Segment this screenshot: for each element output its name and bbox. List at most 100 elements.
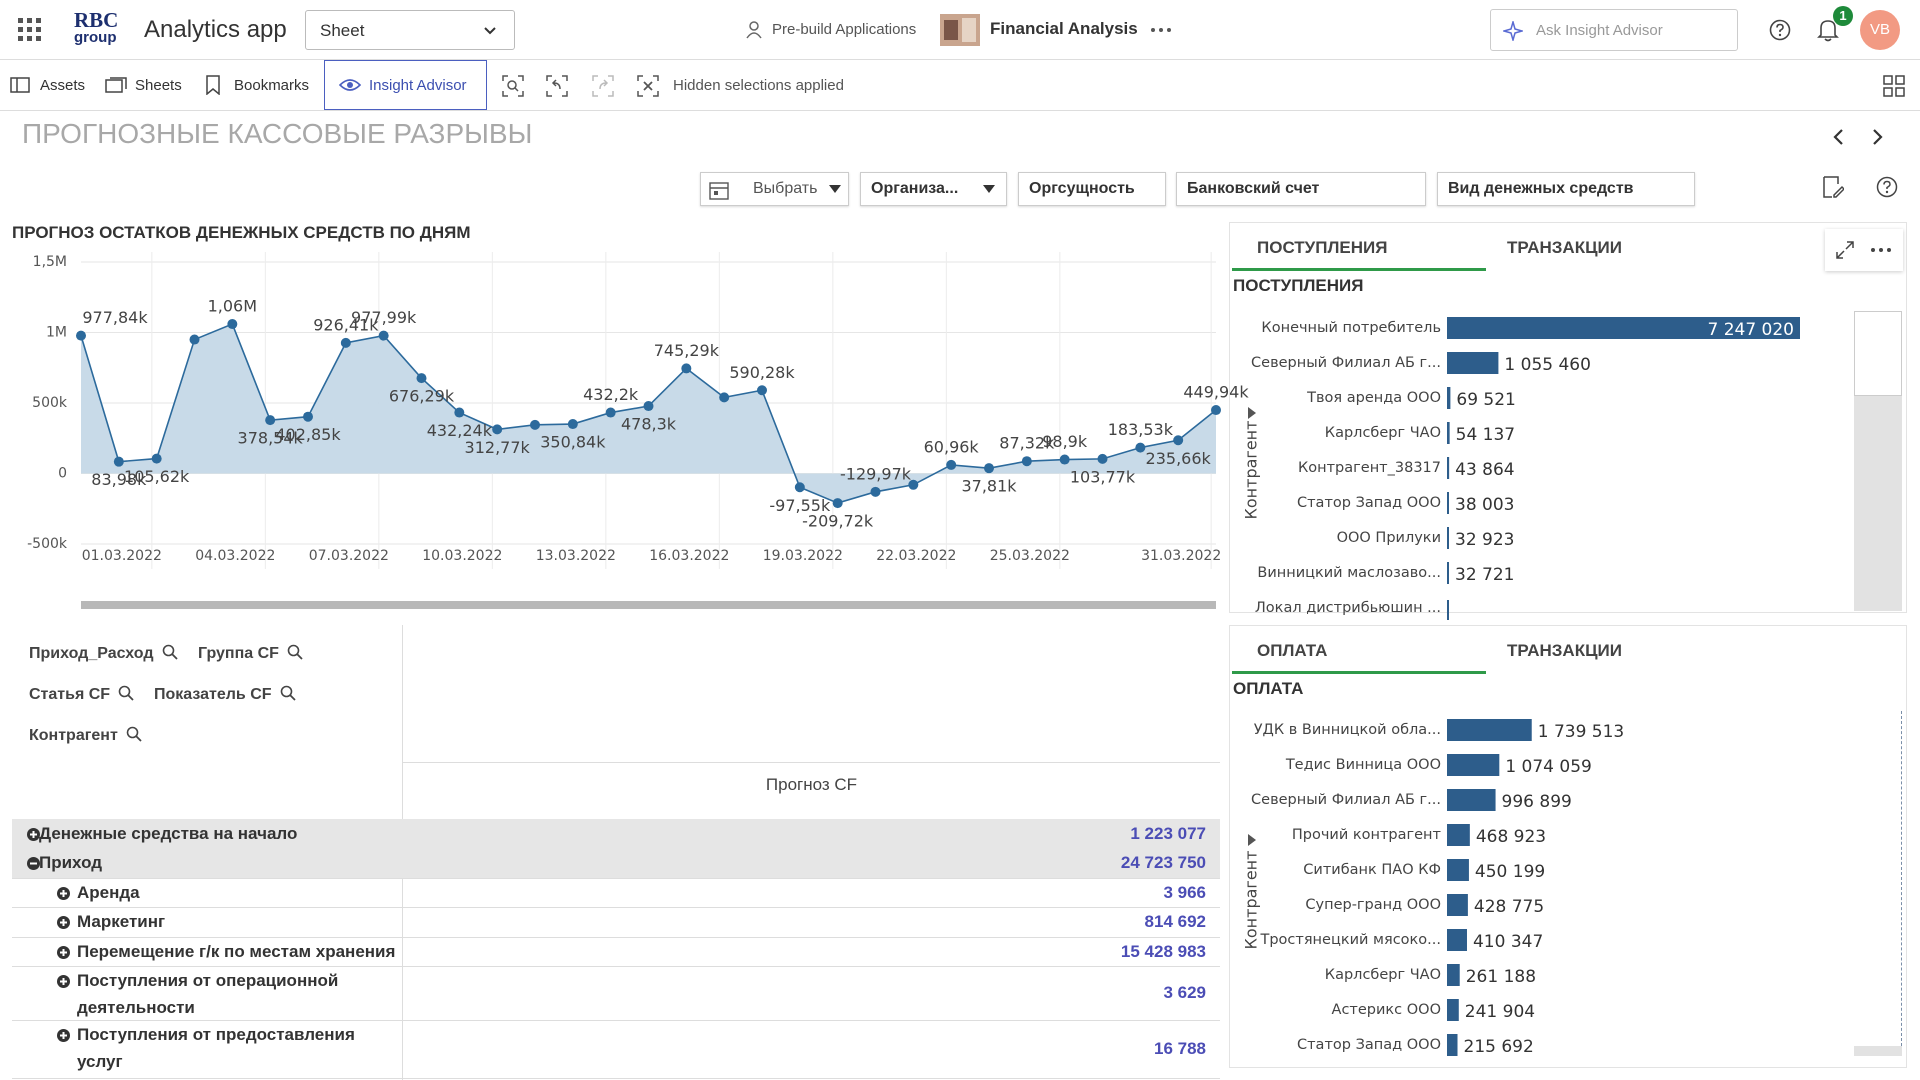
point	[606, 408, 616, 418]
bar	[1447, 719, 1532, 741]
category-label: Статор Запад ООО	[1297, 495, 1441, 511]
point	[341, 338, 351, 348]
point	[568, 419, 578, 429]
data-label: 38 003	[1455, 495, 1514, 515]
category-label: Прочий контрагент	[1292, 827, 1442, 843]
point	[76, 331, 86, 341]
table-row: Маркетинг 814 692	[12, 907, 1220, 938]
category-label: УДК в Винницкой обла...	[1254, 722, 1441, 738]
row-value: 1 223 077	[1130, 824, 1206, 844]
data-label: 350,84k	[540, 433, 606, 452]
expand-icon[interactable]	[57, 1029, 70, 1042]
point	[795, 482, 805, 492]
search-icon	[162, 644, 178, 660]
bar	[1447, 492, 1449, 514]
expand-icon[interactable]	[57, 916, 70, 929]
search-icon	[126, 726, 142, 742]
y-tick-label: -500k	[27, 536, 68, 552]
point	[1022, 456, 1032, 466]
row-value: 15 428 983	[1121, 942, 1206, 962]
field-chip[interactable]: Приход_Расход	[29, 644, 178, 663]
data-label: 37,81k	[961, 477, 1017, 496]
data-label: 428 775	[1474, 897, 1544, 917]
y-tick-label: 1,5M	[33, 254, 67, 270]
point	[454, 408, 464, 418]
expand-icon[interactable]	[57, 946, 70, 959]
point	[190, 335, 200, 345]
bar	[1447, 527, 1449, 549]
bar	[1447, 1034, 1458, 1056]
table-row: Приход24 723 750	[12, 848, 1220, 879]
y-tick-label: 500k	[32, 395, 68, 411]
bar	[1447, 859, 1469, 881]
field-label: Показатель CF	[154, 686, 272, 703]
data-label: 60,96k	[924, 437, 980, 456]
category-label: Статор Запад ООО	[1297, 1037, 1441, 1053]
bar	[1447, 999, 1459, 1021]
bar	[1447, 352, 1498, 374]
data-label: 977,84k	[82, 308, 148, 327]
point	[719, 392, 729, 402]
row-label: Маркетинг	[77, 908, 397, 935]
point	[644, 401, 654, 411]
row-value: 814 692	[1145, 912, 1206, 932]
data-label: 98,9k	[1042, 432, 1088, 451]
category-label: ООО Прилуки	[1337, 530, 1441, 546]
row-label: Поступления от операционной деятельности	[77, 967, 397, 1021]
row-label: Перемещение г/к по местам хранения	[77, 938, 397, 965]
field-chip[interactable]: Группа CF	[198, 644, 303, 663]
bar	[1447, 894, 1468, 916]
data-label: 69 521	[1456, 390, 1515, 410]
data-label: 450 199	[1475, 862, 1545, 882]
x-tick-label: 19.03.2022	[763, 548, 843, 564]
bar	[1447, 457, 1449, 479]
data-label: 977,99k	[351, 308, 417, 327]
category-label: Карлсберг ЧАО	[1325, 967, 1441, 983]
field-chip[interactable]: Показатель CF	[154, 685, 296, 704]
data-label: 43 864	[1455, 460, 1514, 480]
point	[681, 363, 691, 373]
x-tick-label: 01.03.2022	[82, 548, 162, 564]
point	[1060, 455, 1070, 465]
data-label: 103,77k	[1070, 467, 1136, 486]
data-label: 468 923	[1476, 827, 1546, 847]
axis-arrow	[1248, 834, 1256, 846]
data-label: 449,94k	[1183, 383, 1249, 402]
bar	[1447, 754, 1499, 776]
category-label: Тростянецкий мясоко...	[1259, 932, 1441, 948]
y-tick-label: 1M	[46, 325, 67, 341]
field-chip[interactable]: Статья CF	[29, 685, 134, 704]
point	[908, 480, 918, 490]
category-label: Супер-гранд ООО	[1305, 897, 1441, 913]
point	[152, 454, 162, 464]
expand-icon[interactable]	[57, 887, 70, 900]
point	[984, 463, 994, 473]
expand-icon[interactable]	[57, 975, 70, 988]
category-label: Северный Филиал АБ г...	[1251, 355, 1441, 371]
data-label: 261 188	[1466, 967, 1536, 987]
data-label: 996 899	[1502, 792, 1572, 812]
data-label: -129,97k	[840, 464, 912, 483]
point	[379, 331, 389, 341]
point	[492, 424, 502, 434]
x-tick-label: 25.03.2022	[990, 548, 1070, 564]
category-label: Контрагент_38317	[1298, 460, 1441, 476]
data-label: 105,62k	[124, 467, 190, 486]
area	[81, 324, 1216, 503]
data-label: 1,06M	[208, 297, 257, 316]
category-label: Ситибанк ПАО КФ	[1303, 862, 1441, 878]
x-tick-label: 13.03.2022	[536, 548, 616, 564]
field-label: Статья CF	[29, 686, 110, 703]
category-label: Северный Филиал АБ г...	[1251, 792, 1441, 808]
x-tick-label: 10.03.2022	[422, 548, 502, 564]
field-label: Приход_Расход	[29, 645, 154, 662]
point	[1098, 454, 1108, 464]
field-chip[interactable]: Контрагент	[29, 726, 142, 745]
bar	[1447, 824, 1470, 846]
axis-arrow	[1248, 407, 1256, 419]
data-label: 32 721	[1455, 565, 1514, 585]
x-tick-label: 07.03.2022	[309, 548, 389, 564]
data-label: 1 055 460	[1504, 355, 1591, 375]
data-label: 410 347	[1473, 932, 1543, 952]
